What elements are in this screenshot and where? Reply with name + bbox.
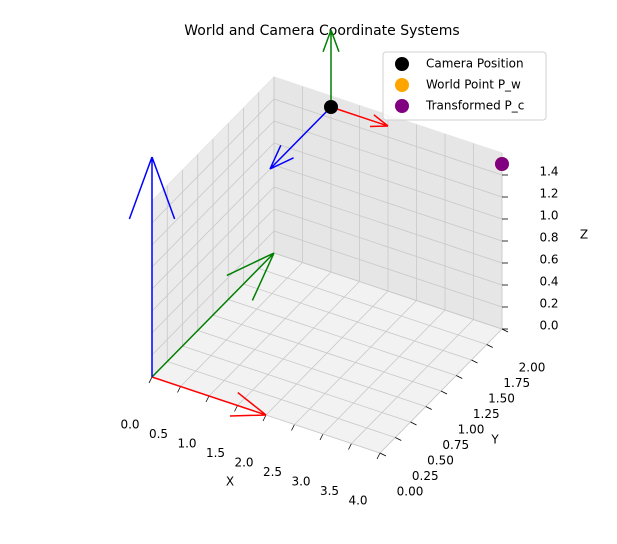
- grid-line: [243, 283, 472, 361]
- tick-mark: [376, 452, 381, 460]
- grid-line: [151, 164, 275, 290]
- x-tick-label: 0.5: [149, 427, 168, 441]
- tick-mark: [148, 376, 153, 384]
- quiver-arrow: [322, 29, 340, 107]
- grid-line: [258, 268, 487, 345]
- z-tick-label: 0.4: [539, 275, 558, 289]
- z-tick-label: 1.0: [539, 209, 558, 223]
- tick-mark: [440, 390, 448, 395]
- z-tick-label: 0.0: [539, 319, 558, 333]
- legend-marker: [395, 57, 409, 71]
- tick-mark: [425, 406, 432, 410]
- y-tick-label: 0.25: [412, 469, 439, 483]
- scatter-point: [495, 157, 509, 171]
- tick-mark: [262, 414, 267, 422]
- scatter-point: [324, 100, 338, 114]
- grid-line: [167, 361, 396, 438]
- tick-mark: [319, 433, 324, 441]
- legend-label: Transformed P_c: [425, 99, 524, 113]
- z-tick-label: 1.2: [539, 187, 558, 201]
- quiver-arrow: [128, 156, 176, 377]
- x-tick-label: 1.5: [206, 446, 225, 460]
- y-tick-label: 1.50: [488, 392, 515, 406]
- x-axis-label: X: [226, 475, 234, 489]
- x-tick-label: 2.5: [263, 465, 282, 479]
- y-tick-label: 2.00: [519, 361, 546, 375]
- z-tick-label: 0.8: [539, 231, 558, 245]
- x-tick-label: 3.0: [291, 475, 310, 489]
- y-tick-label: 0.00: [397, 485, 424, 499]
- y-tick-label: 1.25: [473, 407, 500, 421]
- y-tick-label: 1.00: [458, 423, 485, 437]
- grid-line: [273, 98, 503, 176]
- y-tick-label: 1.75: [503, 376, 530, 390]
- grid-line: [182, 345, 411, 423]
- grid-line: [273, 120, 503, 198]
- x-tick-label: 2.0: [234, 456, 253, 470]
- grid-line: [151, 208, 275, 334]
- tick-mark: [348, 443, 352, 450]
- grid-line: [151, 98, 275, 224]
- quiver-arrow: [330, 106, 389, 128]
- quiver-arrow: [151, 252, 275, 378]
- tick-mark: [205, 395, 210, 403]
- quiver-arrow: [269, 106, 332, 170]
- y-tick-label: 0.50: [427, 454, 454, 468]
- y-tick-label: 0.75: [442, 438, 469, 452]
- tick-mark: [177, 386, 181, 393]
- tick-mark: [471, 359, 478, 364]
- grid-line: [151, 120, 275, 246]
- legend-box: [382, 51, 547, 121]
- quiver-arrow: [151, 376, 267, 417]
- legend-marker: [395, 78, 409, 92]
- tick-mark: [410, 421, 417, 426]
- tick-mark: [234, 405, 238, 412]
- x-tick-label: 4.0: [348, 494, 367, 508]
- grid-line: [273, 252, 503, 330]
- x-tick-label: 3.5: [320, 484, 339, 498]
- z-tick-label: 1.4: [539, 165, 558, 179]
- legend-label: World Point P_w: [426, 78, 521, 92]
- tick-mark: [456, 375, 463, 379]
- grid-line: [151, 142, 275, 268]
- grid-line: [273, 142, 503, 220]
- z-tick-label: 0.6: [539, 253, 558, 267]
- legend-label: Camera Position: [426, 57, 524, 71]
- grid-line: [197, 330, 426, 407]
- grid-line: [273, 186, 503, 264]
- grid-line: [273, 164, 503, 242]
- grid-line: [228, 299, 457, 376]
- tick-mark: [291, 424, 295, 431]
- tick-mark: [501, 328, 509, 333]
- legend-marker: [395, 99, 409, 113]
- tick-mark: [486, 344, 493, 348]
- x-tick-label: 1.0: [177, 437, 196, 451]
- grid-line: [212, 314, 442, 392]
- grid-line: [273, 208, 503, 286]
- x-tick-label: 0.0: [120, 418, 139, 432]
- grid-line: [273, 230, 503, 308]
- grid-line: [151, 186, 275, 312]
- tick-mark: [379, 452, 387, 457]
- tick-mark: [395, 437, 402, 441]
- y-axis-label: Y: [490, 433, 499, 447]
- z-axis-label: Z: [580, 228, 588, 242]
- chart-title: World and Camera Coordinate Systems: [184, 23, 459, 39]
- grid-line: [151, 230, 275, 356]
- z-tick-label: 0.2: [539, 297, 558, 311]
